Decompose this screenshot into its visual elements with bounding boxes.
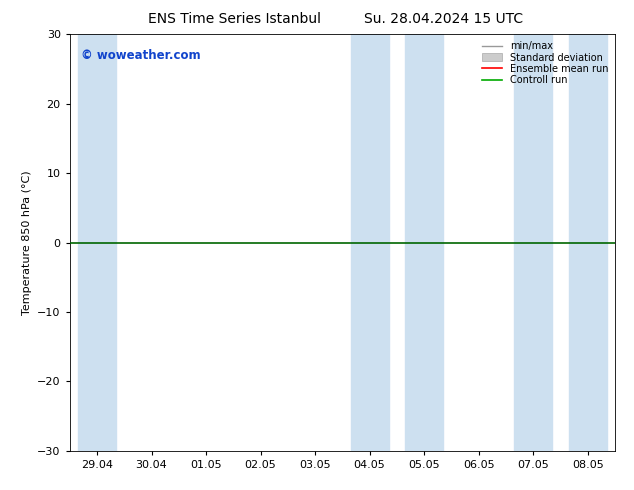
- Bar: [351, 34, 389, 451]
- Legend: min/max, Standard deviation, Ensemble mean run, Controll run: min/max, Standard deviation, Ensemble me…: [481, 39, 610, 87]
- Bar: [514, 34, 552, 451]
- Bar: [78, 34, 116, 451]
- Text: © woweather.com: © woweather.com: [81, 49, 200, 62]
- Text: ENS Time Series Istanbul: ENS Time Series Istanbul: [148, 12, 321, 26]
- Bar: [569, 34, 607, 451]
- Text: Su. 28.04.2024 15 UTC: Su. 28.04.2024 15 UTC: [365, 12, 523, 26]
- Bar: [405, 34, 443, 451]
- Y-axis label: Temperature 850 hPa (°C): Temperature 850 hPa (°C): [22, 170, 32, 315]
